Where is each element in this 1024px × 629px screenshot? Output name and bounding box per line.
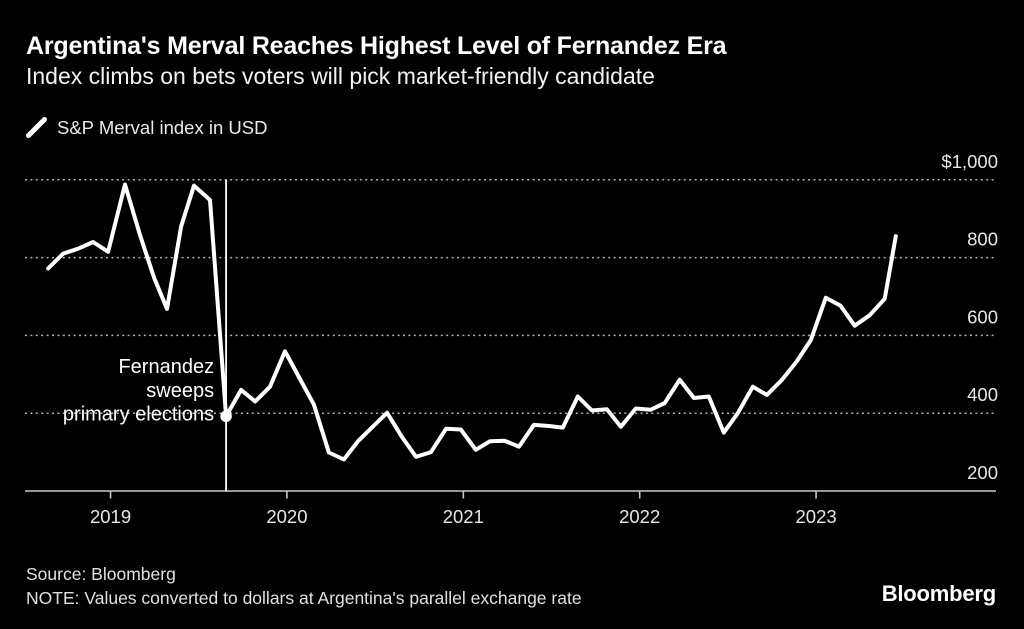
y-axis-label: 400 (967, 384, 998, 405)
y-axis-label: 200 (967, 462, 998, 483)
note-text: NOTE: Values converted to dollars at Arg… (26, 588, 582, 608)
source-text: Source: Bloomberg (26, 564, 176, 584)
merval-data-line (46, 182, 898, 462)
x-axis-label: 2023 (796, 506, 837, 527)
x-axis-label: 2019 (90, 506, 131, 527)
y-axis-label: 600 (967, 306, 998, 327)
y-axis-label: 800 (967, 229, 998, 250)
page-subtitle: Index climbs on bets voters will pick ma… (26, 63, 655, 89)
line-swatch-icon (25, 116, 48, 139)
annotation-dot (220, 410, 232, 423)
x-axis-label: 2022 (619, 506, 660, 527)
bloomberg-logo: Bloomberg (881, 581, 997, 606)
annotation-text-line: primary elections (63, 404, 214, 426)
annotation-text-line: sweeps (146, 380, 214, 402)
annotation-text-line: Fernandez (118, 356, 214, 378)
x-axis-label: 2020 (266, 506, 307, 527)
legend: S&P Merval index in USD (25, 116, 267, 139)
legend-label: S&P Merval index in USD (57, 116, 268, 138)
x-axis-label: 2021 (443, 506, 484, 527)
page-title: Argentina's Merval Reaches Highest Level… (26, 32, 727, 60)
y-axis-label: $1,000 (941, 151, 998, 172)
